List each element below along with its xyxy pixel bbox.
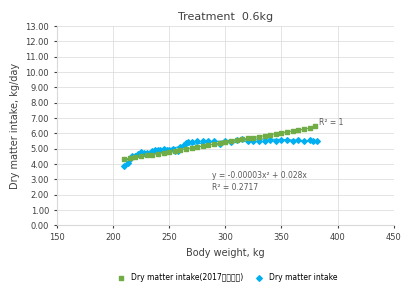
Dry matter intake bbox=[272, 138, 279, 143]
Dry matter intake(2017사양표준) bbox=[194, 145, 200, 149]
Dry matter intake bbox=[227, 140, 234, 144]
Dry matter intake(2017사양표준) bbox=[182, 147, 189, 151]
Dry matter intake bbox=[180, 142, 187, 147]
Dry matter intake(2017사양표준) bbox=[249, 135, 256, 140]
Dry matter intake bbox=[306, 138, 312, 142]
Dry matter intake bbox=[188, 140, 194, 144]
Dry matter intake bbox=[143, 151, 149, 156]
X-axis label: Body weight, kg: Body weight, kg bbox=[185, 248, 264, 257]
Dry matter intake(2017사양표준) bbox=[121, 157, 127, 162]
Dry matter intake(2017사양표준) bbox=[132, 155, 139, 160]
Dry matter intake bbox=[199, 138, 206, 143]
Y-axis label: Dry matter intake, kg/day: Dry matter intake, kg/day bbox=[10, 63, 20, 189]
Dry matter intake bbox=[121, 164, 127, 169]
Dry matter intake(2017사양표준) bbox=[283, 129, 290, 134]
Legend: Dry matter intake(2017사양표준), Dry matter intake: Dry matter intake(2017사양표준), Dry matter … bbox=[113, 273, 336, 282]
Dry matter intake(2017사양표준) bbox=[126, 156, 133, 161]
Dry matter intake(2017사양표준) bbox=[138, 154, 144, 159]
Dry matter intake bbox=[185, 140, 191, 144]
Dry matter intake(2017사양표준) bbox=[306, 126, 312, 130]
Dry matter intake bbox=[149, 149, 155, 153]
Dry matter intake bbox=[138, 149, 144, 154]
Dry matter intake bbox=[283, 138, 290, 142]
Dry matter intake bbox=[151, 148, 158, 153]
Dry matter intake(2017사양표준) bbox=[160, 150, 166, 155]
Dry matter intake bbox=[277, 138, 284, 142]
Dry matter intake bbox=[216, 142, 222, 147]
Dry matter intake(2017사양표준) bbox=[199, 144, 206, 148]
Dry matter intake(2017사양표준) bbox=[233, 138, 239, 142]
Dry matter intake(2017사양표준) bbox=[272, 131, 279, 136]
Dry matter intake(2017사양표준) bbox=[300, 127, 307, 131]
Dry matter intake bbox=[163, 148, 170, 153]
Dry matter intake bbox=[261, 138, 267, 143]
Dry matter intake bbox=[157, 148, 163, 152]
Dry matter intake bbox=[210, 138, 217, 143]
Dry matter intake(2017사양표준) bbox=[261, 133, 267, 138]
Dry matter intake(2017사양표준) bbox=[188, 146, 194, 150]
Dry matter intake bbox=[126, 157, 133, 162]
Dry matter intake bbox=[194, 139, 200, 143]
Dry matter intake(2017사양표준) bbox=[227, 139, 234, 144]
Dry matter intake(2017사양표준) bbox=[143, 153, 149, 158]
Dry matter intake bbox=[171, 148, 178, 153]
Dry matter intake(2017사양표준) bbox=[166, 149, 172, 154]
Dry matter intake bbox=[141, 150, 147, 155]
Dry matter intake bbox=[169, 147, 175, 151]
Text: y = -0.00003x² + 0.028x
R² = 0.2717: y = -0.00003x² + 0.028x R² = 0.2717 bbox=[211, 171, 306, 192]
Dry matter intake bbox=[244, 139, 250, 144]
Dry matter intake bbox=[233, 138, 239, 142]
Dry matter intake(2017사양표준) bbox=[205, 143, 211, 147]
Dry matter intake bbox=[313, 138, 320, 143]
Dry matter intake bbox=[177, 145, 183, 149]
Dry matter intake(2017사양표준) bbox=[277, 130, 284, 135]
Dry matter intake(2017사양표준) bbox=[222, 140, 228, 144]
Dry matter intake bbox=[166, 148, 172, 153]
Dry matter intake(2017사양표준) bbox=[266, 132, 273, 137]
Dry matter intake bbox=[147, 150, 153, 155]
Dry matter intake bbox=[128, 154, 135, 159]
Title: Treatment  0.6kg: Treatment 0.6kg bbox=[177, 12, 272, 23]
Dry matter intake bbox=[175, 149, 181, 154]
Dry matter intake(2017사양표준) bbox=[210, 142, 217, 147]
Dry matter intake(2017사양표준) bbox=[177, 147, 183, 152]
Dry matter intake bbox=[309, 138, 315, 143]
Dry matter intake bbox=[134, 152, 141, 156]
Dry matter intake(2017사양표준) bbox=[244, 136, 250, 141]
Dry matter intake bbox=[300, 138, 307, 143]
Dry matter intake bbox=[239, 137, 245, 142]
Dry matter intake(2017사양표준) bbox=[289, 129, 295, 133]
Dry matter intake bbox=[266, 138, 273, 142]
Text: R² = 1: R² = 1 bbox=[318, 118, 342, 127]
Dry matter intake bbox=[289, 138, 295, 143]
Dry matter intake(2017사양표준) bbox=[311, 123, 318, 128]
Dry matter intake bbox=[205, 139, 211, 144]
Dry matter intake(2017사양표준) bbox=[294, 128, 301, 132]
Dry matter intake bbox=[124, 160, 130, 165]
Dry matter intake bbox=[294, 138, 301, 142]
Dry matter intake bbox=[255, 138, 262, 143]
Dry matter intake bbox=[249, 138, 256, 143]
Dry matter intake(2017사양표준) bbox=[171, 149, 178, 153]
Dry matter intake bbox=[182, 141, 189, 146]
Dry matter intake(2017사양표준) bbox=[154, 151, 161, 156]
Dry matter intake bbox=[154, 148, 161, 153]
Dry matter intake bbox=[222, 138, 228, 143]
Dry matter intake bbox=[132, 153, 139, 158]
Dry matter intake(2017사양표준) bbox=[216, 141, 222, 146]
Dry matter intake bbox=[160, 147, 166, 151]
Dry matter intake(2017사양표준) bbox=[239, 137, 245, 142]
Dry matter intake(2017사양표준) bbox=[255, 134, 262, 139]
Dry matter intake(2017사양표준) bbox=[149, 152, 155, 157]
